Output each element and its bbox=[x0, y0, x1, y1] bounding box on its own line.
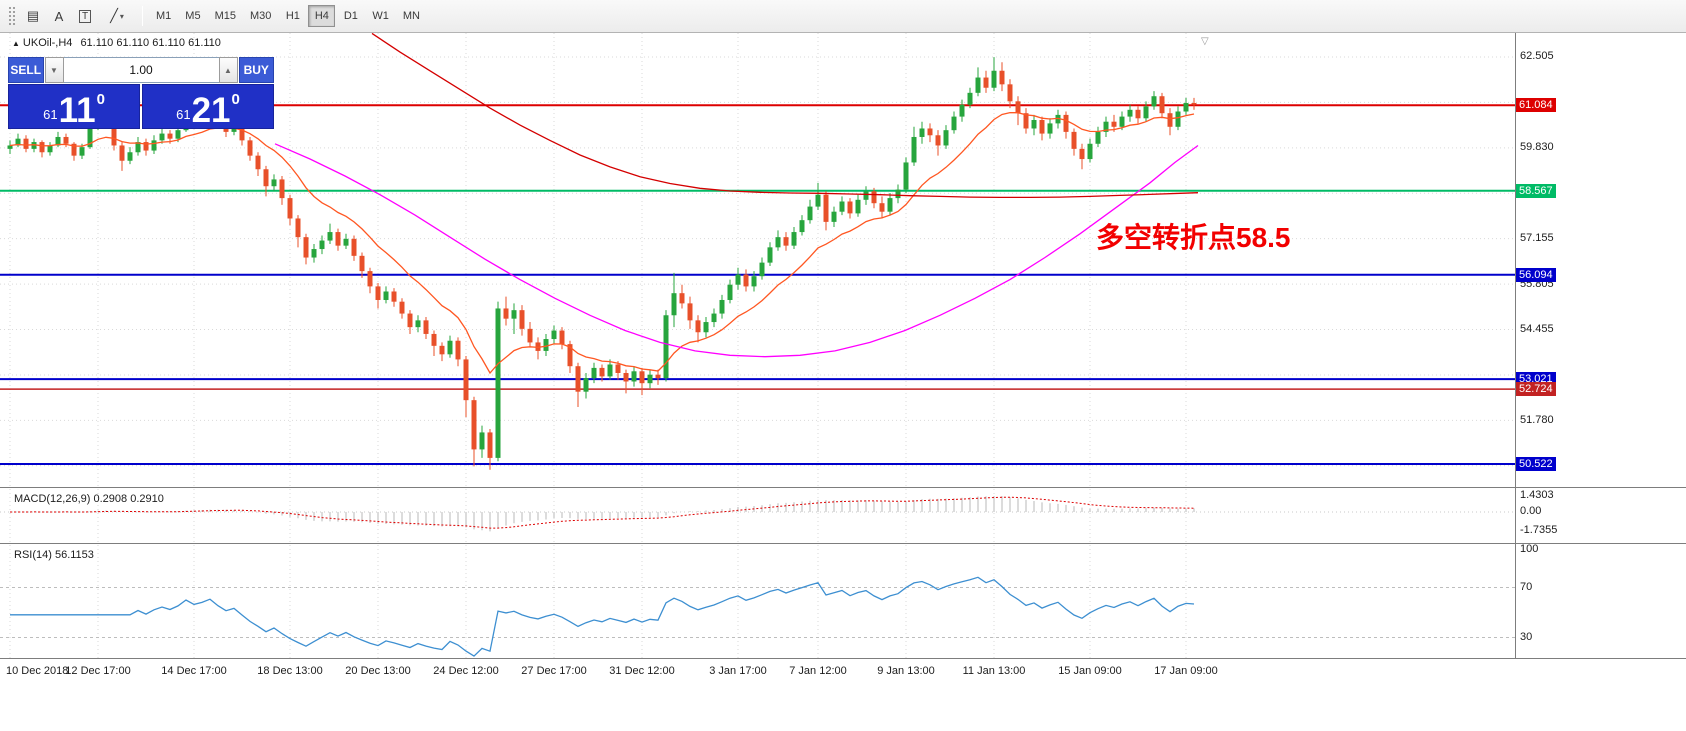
chart-canvas[interactable] bbox=[0, 33, 1686, 731]
price-tick-label: 59.830 bbox=[1520, 140, 1554, 153]
bid-quote[interactable]: 61 11 0 bbox=[8, 84, 140, 129]
time-axis-label: 12 Dec 17:00 bbox=[65, 665, 131, 677]
timeframe-button-h1[interactable]: H1 bbox=[279, 5, 306, 27]
toolbar-grip[interactable] bbox=[8, 6, 16, 26]
price-tick-label: 57.155 bbox=[1520, 231, 1554, 244]
timeframe-button-mn[interactable]: MN bbox=[397, 5, 426, 27]
time-axis-label: 7 Jan 12:00 bbox=[789, 665, 847, 677]
macd-scale-label: 0.00 bbox=[1520, 505, 1542, 517]
symbol-ohlc: 61.110 61.110 61.110 61.110 bbox=[80, 37, 221, 49]
price-level-badge: 52.724 bbox=[1516, 382, 1556, 397]
time-axis-label: 11 Jan 13:00 bbox=[962, 665, 1026, 677]
price-tick-label: 62.505 bbox=[1520, 50, 1554, 62]
time-axis-label: 18 Dec 13:00 bbox=[257, 665, 323, 677]
time-axis-label: 3 Jan 17:00 bbox=[709, 665, 767, 677]
symbol-info: ▲ UKOil-,H4 61.110 61.110 61.110 61.110 bbox=[12, 37, 221, 49]
macd-label: MACD(12,26,9) 0.2908 0.2910 bbox=[14, 493, 164, 505]
chart-annotation: 多空转折点58.5 bbox=[1096, 222, 1291, 253]
timeframe-button-d1[interactable]: D1 bbox=[337, 5, 364, 27]
chevron-down-icon: ▾ bbox=[119, 11, 124, 21]
rsi-value: 56.1153 bbox=[54, 549, 94, 561]
volume-decrease-button[interactable]: ▼ bbox=[44, 57, 64, 83]
chart-area[interactable]: ▲ UKOil-,H4 61.110 61.110 61.110 61.110 ▽ … bbox=[0, 33, 1686, 731]
bid-prefix: 61 bbox=[43, 107, 58, 122]
time-axis-label: 20 Dec 13:00 bbox=[345, 665, 411, 677]
timeframe-button-m1[interactable]: M1 bbox=[150, 5, 177, 27]
time-axis-label: 14 Dec 17:00 bbox=[161, 665, 227, 677]
rsi-scale-label: 100 bbox=[1520, 543, 1539, 555]
bid-sup-digit: 0 bbox=[96, 91, 105, 108]
symbol-collapse-icon[interactable]: ▲ bbox=[12, 39, 20, 48]
timeframe-button-h4[interactable]: H4 bbox=[308, 5, 336, 27]
line-tools-icon[interactable]: ╱ ▾ bbox=[98, 4, 136, 28]
symbol-name: UKOil-,H4 bbox=[22, 37, 73, 49]
one-click-trading-panel: SELL ▼ ▲ BUY 61 11 0 61 21 0 bbox=[8, 57, 274, 129]
price-tick-label: 51.780 bbox=[1520, 414, 1554, 427]
timeframe-button-m15[interactable]: M15 bbox=[209, 5, 242, 27]
market-watch-icon[interactable]: ▤ bbox=[20, 4, 46, 28]
price-level-badge: 50.522 bbox=[1516, 456, 1556, 471]
macd-name: MACD(12,26,9) bbox=[14, 493, 91, 505]
time-axis-label: 9 Jan 13:00 bbox=[877, 665, 935, 677]
time-axis-label: 15 Jan 09:00 bbox=[1058, 665, 1122, 677]
rsi-scale-label: 70 bbox=[1520, 580, 1533, 593]
macd-scale-label: 1.4303 bbox=[1520, 488, 1554, 501]
text-tool-icon[interactable]: T bbox=[72, 4, 98, 28]
volume-input[interactable] bbox=[63, 57, 219, 83]
rsi-name: RSI(14) bbox=[14, 549, 52, 561]
rsi-label: RSI(14) 56.1153 bbox=[14, 549, 94, 561]
macd-value-1: 0.2908 bbox=[93, 493, 128, 505]
time-axis-label: 31 Dec 12:00 bbox=[609, 665, 675, 677]
price-level-badge: 56.094 bbox=[1516, 267, 1556, 282]
timeframe-button-m5[interactable]: M5 bbox=[179, 5, 206, 27]
price-tick-label: 54.455 bbox=[1520, 323, 1554, 336]
toolbar-separator bbox=[142, 6, 143, 26]
scroll-to-end-icon[interactable]: ▽ bbox=[1201, 36, 1209, 47]
timeframe-group: M1 M5 M15 M30 H1 H4 D1 W1 MN bbox=[149, 5, 427, 27]
text-tool-glyph: T bbox=[78, 9, 92, 23]
ask-prefix: 61 bbox=[176, 107, 191, 122]
toolbar: ▤ A T ╱ ▾ M1 M5 M15 M30 H1 H4 D1 W1 MN bbox=[0, 0, 1686, 33]
time-axis-label: 27 Dec 17:00 bbox=[521, 665, 587, 677]
bid-big-digits: 11 bbox=[58, 91, 96, 131]
price-level-badge: 58.567 bbox=[1516, 183, 1556, 198]
ask-sup-digit: 0 bbox=[231, 91, 240, 108]
rsi-scale-label: 30 bbox=[1520, 630, 1533, 643]
time-axis-label: 10 Dec 2018 bbox=[6, 665, 69, 677]
ask-big-digits: 21 bbox=[191, 91, 231, 131]
time-axis-label: 17 Jan 09:00 bbox=[1154, 665, 1218, 677]
ask-quote[interactable]: 61 21 0 bbox=[142, 84, 274, 129]
volume-control: ▼ ▲ bbox=[44, 57, 238, 83]
annotation-a-icon[interactable]: A bbox=[46, 4, 72, 28]
timeframe-button-w1[interactable]: W1 bbox=[366, 5, 395, 27]
time-axis-label: 24 Dec 12:00 bbox=[433, 665, 499, 677]
volume-increase-button[interactable]: ▲ bbox=[218, 57, 238, 83]
price-level-badge: 61.084 bbox=[1516, 98, 1556, 113]
buy-button[interactable]: BUY bbox=[238, 57, 274, 83]
timeframe-button-m30[interactable]: M30 bbox=[244, 5, 277, 27]
sell-button[interactable]: SELL bbox=[8, 57, 44, 83]
macd-value-2: 0.2910 bbox=[130, 493, 164, 505]
line-tool-glyph: ╱ bbox=[110, 8, 118, 23]
macd-scale-label: -1.7355 bbox=[1520, 524, 1558, 537]
